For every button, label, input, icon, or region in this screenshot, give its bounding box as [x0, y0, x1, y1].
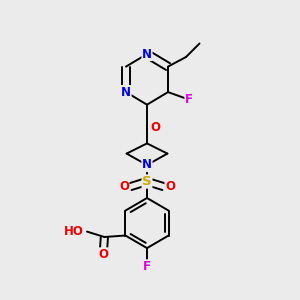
- Text: N: N: [142, 47, 152, 61]
- Text: F: F: [143, 260, 151, 273]
- Text: N: N: [121, 85, 131, 99]
- Text: O: O: [165, 180, 175, 193]
- Text: O: O: [150, 121, 161, 134]
- Text: O: O: [98, 248, 108, 261]
- Text: N: N: [142, 158, 152, 172]
- Text: HO: HO: [64, 225, 83, 238]
- Text: F: F: [185, 93, 193, 106]
- Text: O: O: [119, 180, 129, 193]
- Text: S: S: [142, 175, 152, 188]
